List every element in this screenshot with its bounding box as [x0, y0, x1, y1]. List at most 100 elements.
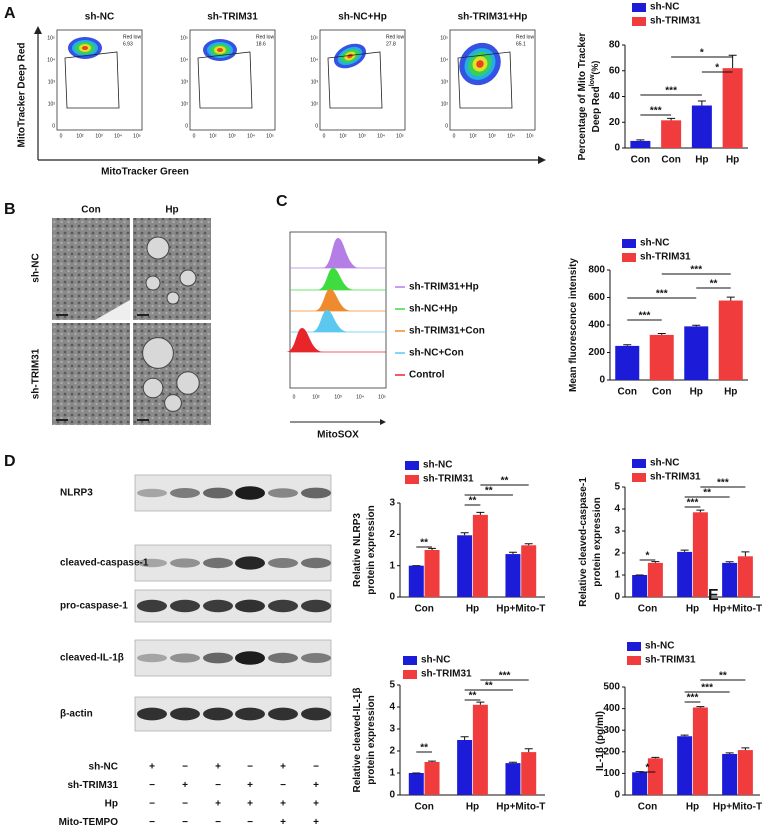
x-tick-label: Con	[631, 155, 650, 166]
error-bar	[460, 532, 469, 536]
x-tick-label: 10²	[339, 133, 347, 139]
legend-label: sh-TRIM31+Con	[409, 326, 485, 337]
y-axis-title: IL-1β (pg/ml)	[595, 711, 606, 771]
legend-swatch	[405, 475, 419, 484]
membrane	[95, 300, 130, 320]
y-axis-title-sup: low	[589, 74, 596, 86]
bar	[684, 326, 709, 380]
treatment-sign: +	[313, 780, 319, 791]
blot-band	[301, 557, 331, 569]
y-tick-label: 10²	[311, 101, 319, 107]
bar	[632, 772, 648, 795]
error-bar	[428, 760, 437, 762]
y-tick-label: 0	[389, 592, 395, 603]
legend-label: sh-NC+Con	[409, 348, 464, 359]
y-tick-label: 10²	[48, 101, 56, 107]
gate-label: Red low	[516, 34, 534, 40]
legend-label: Control	[409, 370, 445, 381]
significance-label: **	[420, 743, 428, 754]
x-tick-label: 0	[453, 133, 456, 139]
significance-label: ***	[687, 498, 699, 509]
y-tick-label: 3	[389, 498, 395, 509]
y-axis-title: Relative NLRP3	[352, 513, 363, 587]
legend-swatch	[632, 473, 646, 482]
blot-band	[268, 488, 298, 498]
bar	[521, 545, 537, 597]
y-axis-title-suffix: (%)	[590, 61, 600, 75]
significance-label: ***	[690, 265, 702, 276]
gate-value: 27.8	[386, 41, 396, 47]
blot-band	[235, 556, 265, 570]
treatment-sign: −	[215, 780, 221, 791]
treatment-sign: +	[247, 780, 253, 791]
significance-label: **	[420, 538, 428, 549]
axis-title: MitoTracker Deep Red	[17, 42, 28, 147]
y-axis-title-text: protein expression	[592, 497, 603, 586]
error-bar	[725, 752, 734, 754]
blot-label: cleaved-caspase-1	[60, 558, 149, 569]
bar	[472, 704, 488, 795]
treatment-sign: +	[280, 762, 286, 773]
x-tick-label: Hp	[466, 604, 479, 615]
y-axis-title: protein expression	[366, 505, 377, 594]
error-bar	[476, 701, 485, 705]
legend-label: sh-NC	[645, 641, 674, 652]
significance-label: **	[719, 671, 727, 682]
error-bar	[741, 747, 750, 751]
gate-label: Red low	[123, 34, 141, 40]
significance-label: **	[469, 496, 477, 507]
legend-label: sh-TRIM31	[645, 655, 696, 666]
y-tick-label: 20	[609, 117, 621, 128]
significance-label: **	[485, 486, 493, 497]
gate	[64, 51, 120, 109]
error-bar	[524, 748, 533, 753]
legend-label: sh-NC	[423, 460, 452, 471]
ridge	[314, 289, 352, 311]
error-bar	[636, 139, 645, 141]
y-tick-label: 0	[599, 375, 605, 386]
x-tick-label: Con	[414, 604, 433, 615]
legend-swatch	[627, 642, 641, 651]
error-bar	[657, 333, 666, 335]
x-tick-label: 10³	[228, 133, 236, 139]
y-tick-label: 10³	[311, 79, 319, 85]
bar	[677, 736, 693, 795]
y-tick-label: 0	[389, 790, 395, 801]
y-tick-label: 10⁴	[47, 57, 55, 63]
y-tick-label: 1	[389, 560, 395, 571]
error-bar	[476, 511, 485, 515]
y-tick-label: 4	[614, 504, 620, 515]
y-tick-label: 5	[614, 482, 620, 493]
x-tick-label: 10⁵	[526, 133, 534, 139]
blot-band	[203, 652, 233, 664]
legend-label: sh-TRIM31	[650, 16, 701, 27]
blot-band	[268, 707, 298, 721]
x-tick-label: 10³	[358, 133, 366, 139]
bar	[521, 752, 537, 795]
legend-label: sh-TRIM31	[423, 474, 474, 485]
vacuole	[166, 291, 180, 305]
y-tick-label: 100	[603, 768, 620, 779]
panel-label: E	[708, 587, 719, 604]
significance-label: ***	[499, 671, 511, 682]
significance-label: **	[485, 681, 493, 692]
blot-band	[235, 486, 265, 500]
panel-label: D	[4, 453, 16, 470]
blot-band	[203, 707, 233, 721]
y-tick-label: 10²	[181, 101, 189, 107]
panel-label: B	[4, 201, 16, 218]
gate-value: 65.1	[516, 41, 526, 47]
legend-label: sh-NC	[640, 238, 669, 249]
y-tick-label: 10⁴	[440, 57, 448, 63]
bar	[647, 562, 663, 597]
vacuole	[142, 337, 174, 369]
blot-band	[170, 488, 200, 498]
density	[347, 53, 353, 59]
y-axis-title-text: protein expression	[366, 505, 377, 594]
error-bar	[508, 761, 517, 764]
x-tick-label: Hp+Mito-T	[496, 802, 545, 813]
bar	[647, 758, 663, 795]
y-tick-label: 2	[389, 529, 395, 540]
legend-swatch	[403, 670, 417, 679]
blot-band	[268, 652, 298, 664]
